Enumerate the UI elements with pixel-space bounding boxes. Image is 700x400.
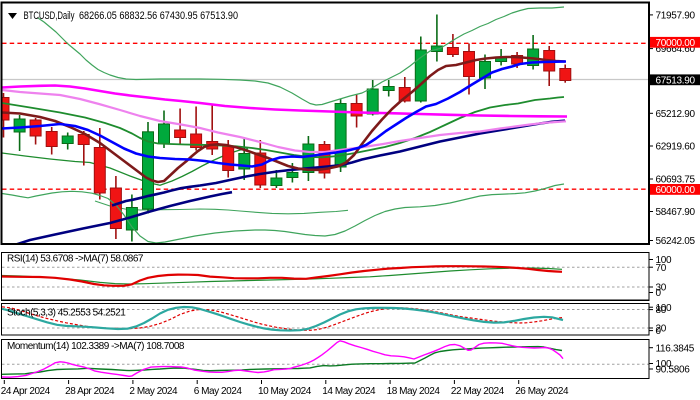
svg-text:0: 0 [656,326,662,337]
svg-text:60000.00: 60000.00 [656,185,696,196]
svg-text:22 May 2024: 22 May 2024 [451,386,505,397]
svg-text:100: 100 [656,255,673,266]
svg-text:65212.90: 65212.90 [656,109,696,120]
svg-text:90.5806: 90.5806 [656,365,691,376]
svg-text:80: 80 [656,305,667,316]
svg-text:30: 30 [656,283,667,294]
svg-text:26 May 2024: 26 May 2024 [515,386,569,397]
svg-text:Stoch(5,3,3) 45.2553 54.2521: Stoch(5,3,3) 45.2553 54.2521 [7,308,126,319]
svg-text:14 May 2024: 14 May 2024 [322,386,376,397]
svg-text:68266.05 68832.56 67430.95 675: 68266.05 68832.56 67430.95 67513.90 [79,10,238,22]
svg-text:BTCUSD,Daily: BTCUSD,Daily [24,10,75,22]
svg-text:18 May 2024: 18 May 2024 [387,386,441,397]
svg-text:69664.60: 69664.60 [656,44,696,55]
svg-text:60693.75: 60693.75 [656,175,696,186]
svg-text:70000.00: 70000.00 [656,38,696,49]
svg-text:116.3845: 116.3845 [656,343,695,354]
svg-text:0: 0 [656,288,662,299]
svg-text:RSI(14) 53.6708 ->MA(7) 58.08: RSI(14) 53.6708 ->MA(7) 58.0867 [7,254,144,265]
svg-text:6 May 2024: 6 May 2024 [194,386,243,397]
svg-text:56242.05: 56242.05 [656,236,696,247]
svg-text:70: 70 [656,263,667,274]
svg-text:Momentum(14) 102.3389 ->MA(7): Momentum(14) 102.3389 ->MA(7) 108.7008 [7,341,185,352]
svg-text:67513.90: 67513.90 [656,76,696,87]
svg-text:71957.90: 71957.90 [656,11,696,22]
svg-text:2 May 2024: 2 May 2024 [129,386,178,397]
svg-text:28 Apr 2024: 28 Apr 2024 [65,386,115,397]
svg-text:100: 100 [656,303,673,314]
svg-text:100: 100 [656,359,673,370]
svg-text:10 May 2024: 10 May 2024 [258,386,312,397]
svg-text:20: 20 [656,324,667,335]
svg-text:58467.90: 58467.90 [656,207,696,218]
svg-text:62919.60: 62919.60 [656,142,696,153]
svg-text:24 Apr 2024: 24 Apr 2024 [1,386,51,397]
